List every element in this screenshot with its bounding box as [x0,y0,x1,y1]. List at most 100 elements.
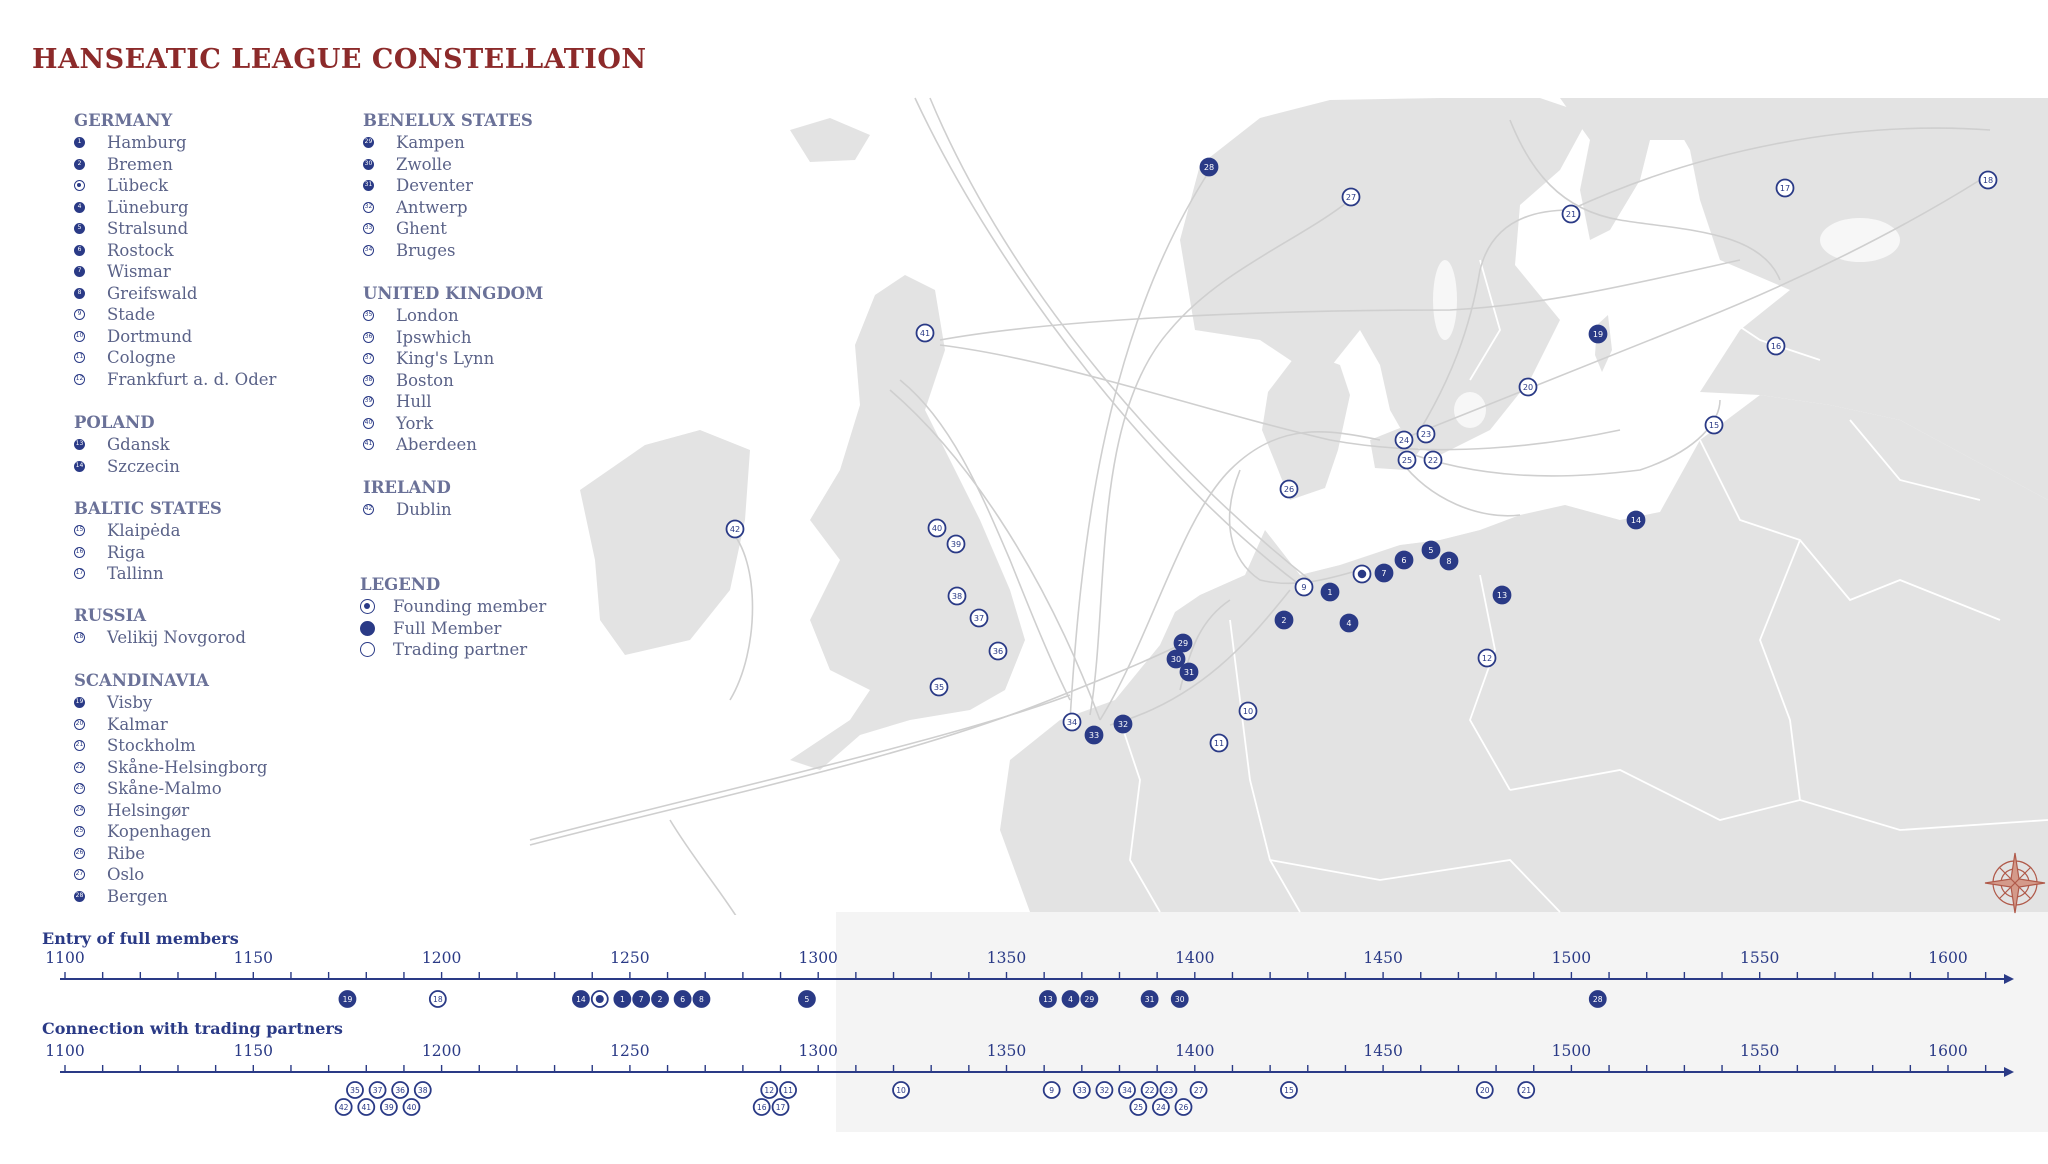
legend-item: 35 London [363,305,543,327]
legend-item: Founding member [360,596,546,618]
marker-icon: 32 [363,201,374,213]
arrow-right-icon [2004,1067,2014,1077]
timeline-marker: 10 [892,1081,910,1099]
timeline-marker: 4 [1061,990,1080,1008]
city-marker: 2 [1274,610,1294,630]
svg-text:12: 12 [764,1086,774,1095]
legend-group-scandinavia: SCANDINAVIA 19 Visby 20 Kalmar 21 Stockholm 22 S… [74,670,267,907]
timeline-marker: 5 [798,990,816,1008]
legend-label: Ribe [107,843,146,863]
legend-label: Helsingør [107,800,190,820]
axis-year-label: 1500 [1552,949,1591,967]
timeline-marker: 31 [1140,990,1159,1008]
legend-item: 27 Oslo [74,864,267,886]
timeline-marker: 40 [402,1098,421,1116]
timeline-marker: 39 [379,1098,398,1116]
marker-icon: 21 [74,740,85,751]
city-marker: 5 [1421,540,1441,560]
svg-text:16: 16 [1771,341,1781,351]
city-marker: 22 [1423,450,1443,470]
axis-year-label: 1200 [422,1042,461,1060]
axis-year-label: 1350 [987,949,1026,967]
svg-text:22: 22 [1145,1086,1155,1095]
city-marker: 31 [1179,662,1199,682]
city-marker: 36 [988,641,1008,661]
timeline-band [836,912,2048,1132]
legend-item: 19 Visby [74,692,267,714]
marker-icon: 6 [74,244,85,256]
city-marker: 41 [915,323,935,343]
city-marker: 28 [1199,157,1219,177]
legend-heading: BALTIC STATES [74,499,222,518]
map-land [529,97,2048,915]
legend-heading: BENELUX STATES [363,111,533,130]
marker-icon: 24 [74,804,85,816]
legend-group-germany: GERMANY 1 Hamburg 2 Bremen Lübeck 4 Lüneburg 5 St… [74,110,276,390]
svg-text:1: 1 [1327,587,1332,597]
svg-text:42: 42 [339,1103,349,1112]
timeline-marker: 27 [1189,1081,1208,1099]
legend-label: Stralsund [107,219,189,238]
svg-text:32: 32 [1100,1086,1110,1095]
arrow-right-icon [2004,974,2014,984]
legend-label: Stade [107,305,156,324]
axis-year-label: 1500 [1552,1042,1591,1060]
svg-text:39: 39 [384,1103,394,1112]
svg-text:8: 8 [1446,556,1451,566]
city-marker: 26 [1279,479,1299,499]
city-marker: 39 [946,534,966,554]
svg-text:40: 40 [407,1103,417,1112]
legend-label: Hamburg [107,133,187,152]
legend-heading: UNITED KINGDOM [363,284,544,303]
svg-text:33: 33 [1077,1086,1087,1095]
legend-item: 25 Kopenhagen [74,821,267,843]
legend-item: 30 Zwolle [363,154,533,176]
marker-icon: 40 [363,417,374,429]
axis-year-label: 1300 [798,949,837,967]
svg-text:14: 14 [576,995,586,1004]
svg-text:27: 27 [1346,192,1356,202]
legend-item: 20 Kalmar [74,714,267,736]
legend-label: Visby [107,693,153,712]
svg-text:24: 24 [1156,1103,1166,1112]
city-marker: 18 [1978,170,1998,190]
timeline-marker: 41 [357,1098,376,1116]
legend-label: Velikij Novgorod [107,628,246,647]
legend-heading: IRELAND [363,478,451,497]
axis-year-label: 1350 [987,1042,1026,1060]
legend-item: 14 Szczecin [74,456,180,478]
legend-label: Riga [107,542,146,562]
svg-text:15: 15 [1709,420,1719,430]
marker-icon: 13 [74,439,85,450]
legend-label: Rostock [107,240,174,260]
timeline-marker: 18 [428,990,447,1008]
legend-item: 12 Frankfurt a. d. Oder [74,369,276,391]
svg-text:26: 26 [1284,484,1294,494]
marker-icon: 11 [74,352,85,363]
city-marker: 30 [1166,649,1186,669]
svg-text:36: 36 [993,646,1003,656]
legend-heading: POLAND [74,413,155,432]
legend-label: Szczecin [107,456,180,476]
legend-item: 15 Klaipėda [74,520,222,542]
axis-year-label: 1200 [422,949,461,967]
svg-text:5: 5 [1428,545,1433,555]
legend-label: Kalmar [107,714,168,734]
marker-icon: 2 [74,158,85,170]
svg-text:2: 2 [658,995,663,1004]
svg-text:30: 30 [1175,995,1185,1004]
svg-text:10: 10 [1243,706,1253,716]
svg-text:25: 25 [1402,455,1412,465]
legend-label: Oslo [107,865,145,884]
timeline-marker: 12 [760,1081,779,1099]
legend-item: 33 Ghent [363,218,533,240]
svg-text:23: 23 [1164,1086,1174,1095]
legend-item: 31 Deventer [363,175,533,197]
timeline-marker: 26 [1174,1098,1193,1116]
legend-item: 16 Riga [74,542,222,564]
svg-text:11: 11 [783,1086,793,1095]
legend-item: 4 Lüneburg [74,197,276,219]
marker-icon: 39 [363,396,374,407]
timeline-marker: 30 [1170,990,1189,1008]
city-marker: 27 [1341,187,1361,207]
